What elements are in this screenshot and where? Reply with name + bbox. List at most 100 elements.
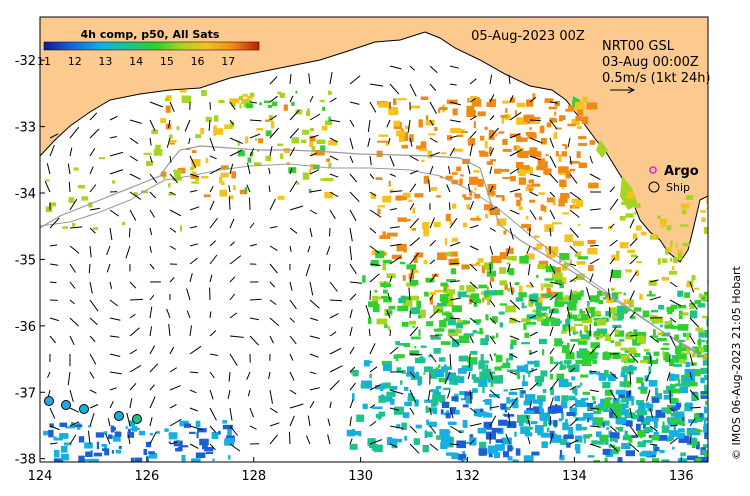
sst-pixel: [587, 455, 595, 458]
sst-pixel: [691, 275, 696, 281]
current-vector: [389, 256, 402, 265]
lat-tick-label: -35: [15, 253, 36, 268]
current-vector: [329, 137, 338, 143]
sst-pixel: [414, 399, 419, 407]
current-vector: [69, 263, 76, 273]
current-vector: [329, 347, 342, 355]
sst-pixel: [373, 444, 383, 453]
current-vector: [169, 173, 179, 184]
sst-pixel: [211, 432, 219, 439]
sst-pixel: [589, 356, 593, 361]
sst-pixel: [495, 354, 503, 363]
sst-pixel: [482, 297, 485, 303]
sst-pixel: [425, 120, 435, 126]
current-vector: [429, 165, 434, 175]
sst-pixel: [580, 382, 583, 386]
sst-pixel: [616, 250, 620, 259]
current-vector: [149, 306, 153, 319]
current-vector: [229, 101, 236, 110]
sst-pixel: [573, 318, 583, 321]
sst-pixel: [559, 117, 564, 122]
sst-pixel: [60, 445, 68, 453]
current-vector: [125, 245, 131, 259]
sst-pixel: [632, 339, 641, 346]
sst-pixel: [471, 374, 476, 380]
sst-pixel: [562, 324, 568, 332]
sst-pixel: [519, 197, 523, 201]
sst-pixel: [587, 248, 598, 255]
argo-marker-icon: [649, 166, 657, 174]
current-vector: [249, 133, 261, 139]
sst-pixel: [96, 441, 100, 450]
current-vector: [228, 185, 231, 193]
sst-pixel: [478, 360, 489, 364]
current-vector: [309, 400, 315, 409]
current-vector: [329, 227, 331, 237]
current-vector: [69, 281, 76, 289]
sst-pixel: [481, 265, 486, 274]
current-vector: [368, 328, 371, 337]
sst-pixel: [424, 291, 429, 297]
current-vector: [309, 371, 317, 375]
current-vector: [189, 389, 197, 394]
sst-pixel: [473, 121, 476, 129]
sst-pixel: [618, 330, 625, 337]
sst-pixel: [450, 128, 462, 134]
current-vector: [69, 126, 80, 139]
current-vector: [349, 382, 356, 391]
sst-pixel: [387, 436, 392, 441]
current-vector: [429, 101, 437, 115]
current-vector: [109, 371, 122, 375]
sst-pixel: [445, 413, 451, 419]
sst-pixel: [543, 283, 554, 288]
current-vector: [409, 65, 415, 71]
sst-pixel: [664, 321, 672, 325]
sst-pixel: [701, 217, 706, 222]
sst-pixel: [477, 111, 486, 117]
current-vector: [589, 173, 601, 181]
sst-pixel: [456, 440, 466, 449]
current-vector: [129, 281, 137, 289]
sst-pixel: [523, 166, 533, 174]
sst-pixel: [134, 457, 143, 462]
current-vector: [589, 425, 599, 428]
current-vector: [427, 389, 431, 401]
sst-pixel: [471, 263, 481, 267]
sst-pixel: [703, 423, 708, 427]
current-vector: [669, 353, 671, 362]
sst-pixel: [560, 360, 563, 369]
current-vector: [129, 191, 142, 200]
sst-pixel: [393, 354, 396, 359]
sst-pixel: [478, 448, 488, 456]
current-vector: [444, 371, 451, 385]
sst-pixel: [462, 451, 466, 456]
sst-pixel: [166, 95, 172, 101]
date-title: 05-Aug-2023 00Z: [471, 29, 585, 44]
sst-pixel: [592, 398, 596, 401]
sst-pixel: [427, 150, 432, 159]
current-vector: [269, 226, 278, 229]
current-vector: [269, 263, 278, 274]
current-vector: [429, 309, 440, 319]
sst-pixel: [386, 391, 396, 397]
sst-pixel: [489, 146, 492, 154]
sst-pixel: [652, 458, 660, 462]
current-vector: [489, 245, 494, 256]
sst-pixel: [502, 362, 511, 366]
current-vector: [89, 207, 100, 211]
current-vector: [629, 255, 639, 265]
current-vector: [109, 169, 124, 175]
sst-pixel: [321, 125, 328, 131]
sst-pixel: [180, 225, 182, 232]
sst-pixel: [537, 264, 546, 269]
sst-pixel: [574, 443, 581, 451]
sst-pixel: [612, 324, 622, 328]
current-vector: [269, 115, 277, 121]
sst-pixel: [546, 427, 550, 433]
sst-pixel: [463, 196, 472, 200]
sst-pixel: [201, 175, 209, 179]
sst-pixel: [59, 433, 69, 439]
sst-pixel: [577, 256, 588, 260]
sst-pixel: [566, 442, 571, 448]
sst-pixel: [487, 300, 491, 305]
